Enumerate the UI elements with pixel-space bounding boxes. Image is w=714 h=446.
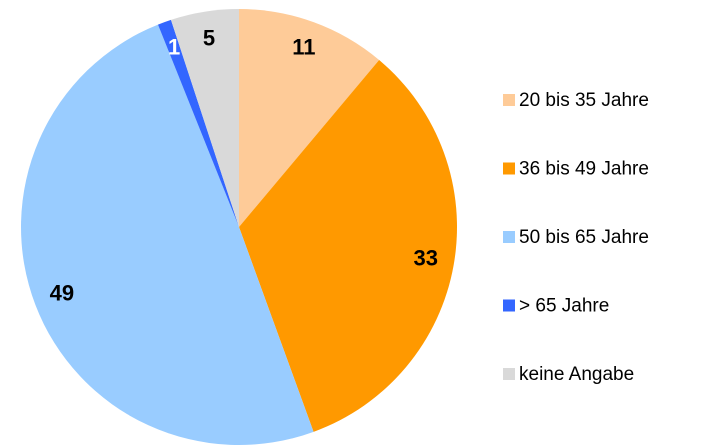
legend-swatch [503,162,515,175]
legend-label: 36 bis 49 Jahre [519,159,649,180]
data-label: 1 [168,35,180,60]
legend-label: keine Angabe [519,364,634,385]
data-label: 5 [203,26,215,51]
pie-slice [21,24,314,445]
legend-label: 50 bis 65 Jahre [519,227,649,248]
pie-slice [239,60,457,432]
pie-slice [157,19,239,228]
legend-swatch [503,299,515,312]
legend-label: > 65 Jahre [519,296,609,317]
pie-slice [170,9,239,227]
legend-swatch [503,368,515,380]
pie-slice [239,9,380,227]
data-label: 33 [414,246,438,271]
legend-swatch [503,231,515,243]
data-label: 11 [292,35,315,60]
data-label: 49 [50,280,74,305]
legend-label: 20 bis 35 Jahre [519,90,649,111]
legend-swatch [503,94,515,106]
